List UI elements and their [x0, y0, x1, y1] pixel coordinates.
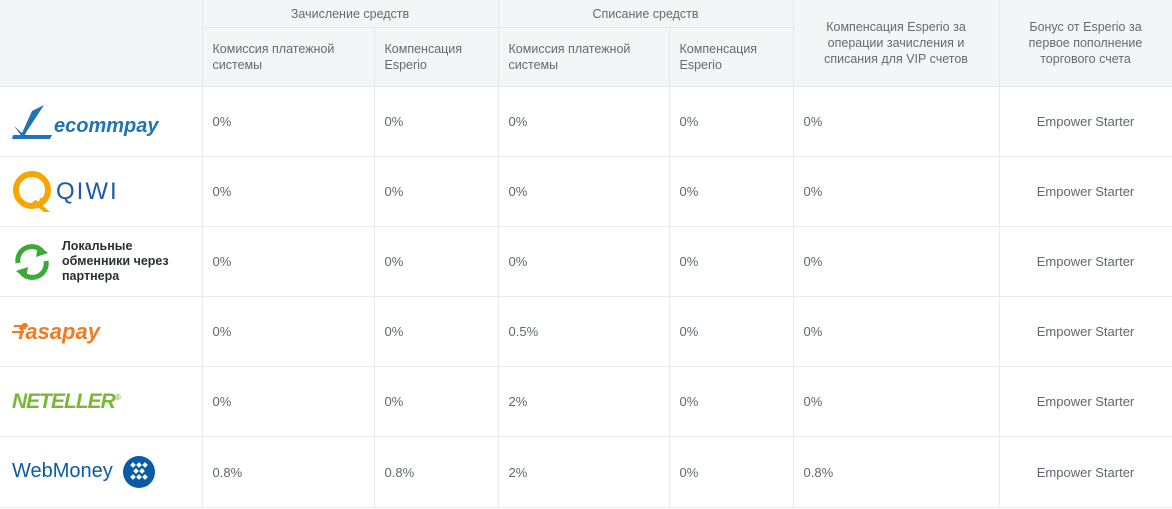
fasapay-wordmark-icon: fasapay — [12, 319, 102, 344]
provider-cell: WebMoney — [0, 436, 203, 508]
svg-text:fasapay: fasapay — [18, 319, 102, 344]
dep-compensation: 0.8% — [373, 436, 499, 508]
provider-cell: fasapay — [0, 296, 203, 367]
svg-text:WebMoney: WebMoney — [12, 460, 113, 482]
dep-commission: 0.8% — [201, 436, 375, 508]
fasapay-logo: fasapay — [12, 317, 202, 347]
bonus: Empower Starter — [998, 226, 1172, 297]
table-row: WebMoney — [0, 436, 1172, 508]
bonus: Empower Starter — [998, 366, 1172, 437]
vip-compensation: 0% — [792, 86, 1000, 157]
dep-commission: 0% — [201, 296, 375, 367]
vip-compensation: 0% — [792, 366, 1000, 437]
dep-compensation: 0% — [373, 366, 499, 437]
wd-compensation: 0% — [668, 86, 794, 157]
provider-cell: QIWI — [0, 156, 203, 227]
bonus: Empower Starter — [998, 156, 1172, 227]
dep-compensation: 0% — [373, 86, 499, 157]
wd-compensation: 0% — [668, 436, 794, 508]
wd-commission: 0% — [497, 156, 670, 227]
ecommpay-check-icon: ecommpay — [12, 104, 159, 139]
table-row: QIWI 0% 0% 0% 0% 0% Empower Starter — [0, 156, 1172, 227]
local-exchangers-logo: Локальные обменники через партнера — [12, 239, 202, 284]
wd-commission: 2% — [497, 366, 670, 437]
webmoney-globe-icon: WebMoney — [12, 456, 155, 488]
header-withdraw-group: Списание средств — [497, 0, 794, 28]
dep-compensation: 0% — [373, 156, 499, 227]
header-withdraw-compensation: Компенсация Esperio — [668, 27, 794, 87]
wd-compensation: 0% — [668, 156, 794, 227]
vip-compensation: 0% — [792, 226, 1000, 297]
provider-cell: NETELLER ® — [0, 366, 203, 437]
table-row: Локальные обменники через партнера 0% 0%… — [0, 226, 1172, 297]
header-blank — [0, 0, 203, 87]
wd-compensation: 0% — [668, 296, 794, 367]
vip-compensation: 0.8% — [792, 436, 1000, 508]
provider-cell: Локальные обменники через партнера — [0, 226, 203, 297]
dep-commission: 0% — [201, 156, 375, 227]
wd-commission: 0% — [497, 226, 670, 297]
qiwi-ring-icon: QIWI — [13, 170, 119, 212]
bonus: Empower Starter — [998, 296, 1172, 367]
vip-compensation: 0% — [792, 296, 1000, 367]
table-row: ecommpay 0% 0% 0% 0% 0% Empower Starter — [0, 86, 1172, 157]
exchange-arrows-icon — [15, 243, 49, 280]
table-row: fasapay 0% 0% 0.5% 0% 0% Empower Starter — [0, 296, 1172, 367]
wd-commission: 0% — [497, 86, 670, 157]
local-exchangers-label: Локальные обменники через партнера — [62, 239, 169, 283]
ecommpay-logo: ecommpay — [12, 104, 202, 139]
dep-compensation: 0% — [373, 226, 499, 297]
dep-compensation: 0% — [373, 296, 499, 367]
header-bonus: Бонус от Esperio за первое пополнение то… — [998, 0, 1172, 87]
svg-text:QIWI: QIWI — [56, 178, 119, 205]
provider-cell: ecommpay — [0, 86, 203, 157]
neteller-logo: NETELLER ® — [12, 389, 121, 413]
header-withdraw-commission: Комиссия платежной системы — [497, 27, 670, 87]
dep-commission: 0% — [201, 86, 375, 157]
vip-compensation: 0% — [792, 156, 1000, 227]
wd-commission: 2% — [497, 436, 670, 508]
dep-commission: 0% — [201, 366, 375, 437]
bonus: Empower Starter — [998, 436, 1172, 508]
bonus: Empower Starter — [998, 86, 1172, 157]
neteller-wordmark: NETELLER — [12, 389, 116, 413]
wd-compensation: 0% — [668, 226, 794, 297]
dep-commission: 0% — [201, 226, 375, 297]
webmoney-logo: WebMoney — [12, 454, 202, 490]
header-deposit-compensation: Компенсация Esperio — [373, 27, 499, 87]
header-vip-compensation: Компенсация Esperio за операции зачислен… — [792, 0, 1000, 87]
wd-compensation: 0% — [668, 366, 794, 437]
header-deposit-commission: Комиссия платежной системы — [201, 27, 375, 87]
header-deposit-group: Зачисление средств — [201, 0, 499, 28]
svg-text:ecommpay: ecommpay — [54, 115, 159, 137]
wd-commission: 0.5% — [497, 296, 670, 367]
table-row: NETELLER ® 0% 0% 2% 0% 0% Empower Starter — [0, 366, 1172, 437]
qiwi-logo: QIWI — [12, 170, 202, 214]
